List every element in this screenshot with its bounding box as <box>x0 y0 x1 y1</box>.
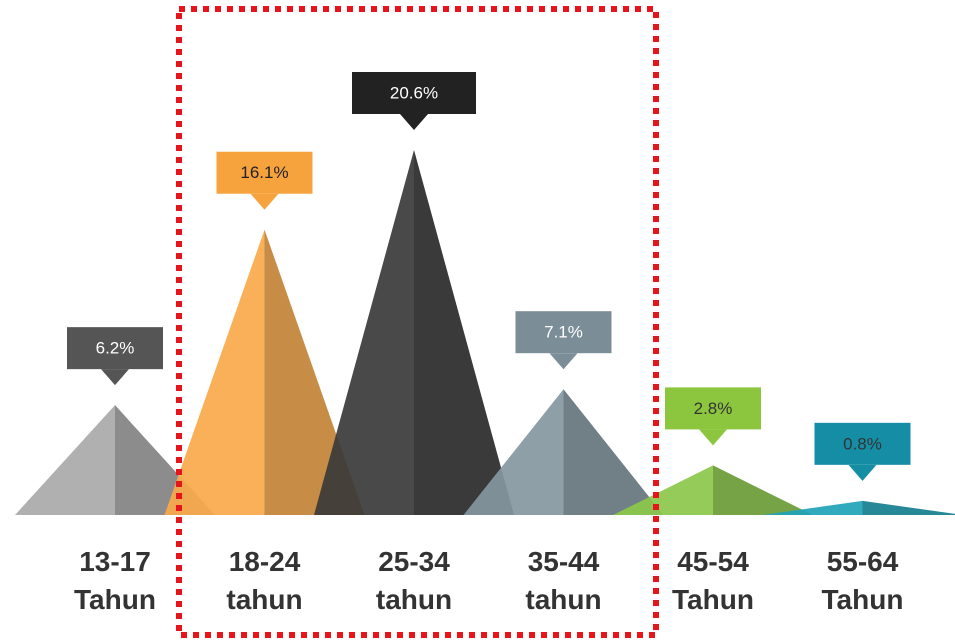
value-label: 7.1% <box>544 323 583 342</box>
peak <box>15 405 215 515</box>
peak <box>613 465 813 515</box>
peak <box>762 500 955 515</box>
value-label-box <box>216 151 313 194</box>
peak-shade <box>563 389 664 515</box>
value-label-pointer <box>549 353 578 370</box>
value-label-pointer <box>101 369 129 386</box>
category-label: 55-64 Tahun <box>821 546 904 615</box>
value-label: 16.1% <box>240 163 288 182</box>
value-label-pointer <box>250 193 279 210</box>
peak-shade <box>862 500 955 515</box>
value-label-box <box>67 327 163 370</box>
peak-shade <box>414 150 514 515</box>
value-label: 20.6% <box>390 83 438 102</box>
value-label-pointer <box>848 464 877 481</box>
category-label: 13-17 Tahun <box>74 546 156 615</box>
category-label: 35-44 tahun <box>525 546 602 615</box>
value-label-pointer <box>699 429 727 446</box>
peak <box>463 389 664 515</box>
value-label-box <box>665 387 761 430</box>
peak <box>164 229 365 515</box>
value-label-pointer <box>400 114 428 130</box>
category-label: 25-34 tahun <box>375 546 453 615</box>
value-label: 0.8% <box>843 434 882 453</box>
value-label: 2.8% <box>694 399 733 418</box>
category-label: 45-54 Tahun <box>672 546 754 615</box>
peak-shade <box>713 465 813 515</box>
value-label-box <box>814 422 911 465</box>
value-label-box <box>352 72 476 114</box>
category-label: 18-24 tahun <box>226 546 303 615</box>
value-label-box <box>515 311 612 354</box>
peak <box>314 150 514 515</box>
value-label: 6.2% <box>96 339 135 358</box>
peak-shade <box>264 229 365 515</box>
